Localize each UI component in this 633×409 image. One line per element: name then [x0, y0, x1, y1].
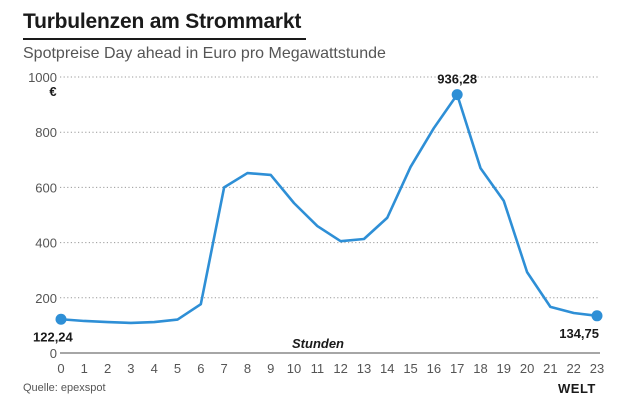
x-tick-label: 22 [566, 361, 580, 376]
y-tick-label: 400 [35, 236, 57, 251]
x-tick-label: 16 [427, 361, 441, 376]
y-tick-label: 1000 [28, 70, 57, 85]
x-tick-label: 3 [127, 361, 134, 376]
series-line-spotpreis [60, 93, 598, 325]
y-axis-unit-label: € [49, 84, 56, 99]
x-tick-label: 13 [357, 361, 371, 376]
x-tick-label: 11 [311, 361, 325, 376]
data-label: 122,24 [33, 329, 74, 344]
data-point-marker [55, 313, 67, 325]
x-tick-label: 17 [450, 361, 464, 376]
x-tick-label: 0 [57, 361, 64, 376]
x-tick-label: 2 [104, 361, 111, 376]
x-tick-label: 23 [590, 361, 604, 376]
x-tick-label: 15 [403, 361, 417, 376]
y-tick-labels: 0 200 400 600 800 1000 [28, 70, 57, 361]
chart-title: Turbulenzen am Strommarkt [23, 10, 302, 33]
x-tick-label: 12 [333, 361, 347, 376]
x-tick-label: 1 [81, 361, 88, 376]
x-tick-label: 20 [520, 361, 534, 376]
y-tick-label: 600 [35, 180, 57, 195]
x-axis-label: Stunden [292, 336, 344, 351]
x-tick-labels: 0 1 2 3 4 5 6 7 8 9 10 11 12 13 14 15 16 17 18 19 20 21 22 23 [57, 361, 604, 376]
data-point-marker [591, 310, 603, 322]
x-tick-label: 14 [380, 361, 394, 376]
data-labels: 122,24 936,28 134,75 [33, 72, 599, 345]
x-tick-label: 9 [267, 361, 274, 376]
series-markers [55, 89, 603, 325]
y-tick-label: 800 [35, 125, 57, 140]
title-underline [23, 38, 306, 40]
x-tick-label: 21 [543, 361, 557, 376]
data-label: 936,28 [437, 72, 477, 87]
x-tick-label: 4 [151, 361, 158, 376]
y-tick-label: 200 [35, 291, 57, 306]
x-tick-label: 7 [221, 361, 228, 376]
welt-logo: WELT [558, 381, 596, 396]
x-tick-label: 19 [497, 361, 511, 376]
x-tick-label: 5 [174, 361, 181, 376]
x-tick-label: 8 [244, 361, 251, 376]
chart-subtitle: Spotpreise Day ahead in Euro pro Megawat… [23, 45, 386, 62]
gridlines [60, 76, 600, 299]
data-label: 134,75 [559, 326, 599, 341]
x-tick-label: 6 [197, 361, 204, 376]
x-tick-label: 10 [287, 361, 301, 376]
data-point-marker [451, 89, 463, 101]
source-note: Quelle: epexspot [23, 382, 106, 394]
x-tick-label: 18 [473, 361, 487, 376]
y-tick-label: 0 [50, 346, 57, 361]
